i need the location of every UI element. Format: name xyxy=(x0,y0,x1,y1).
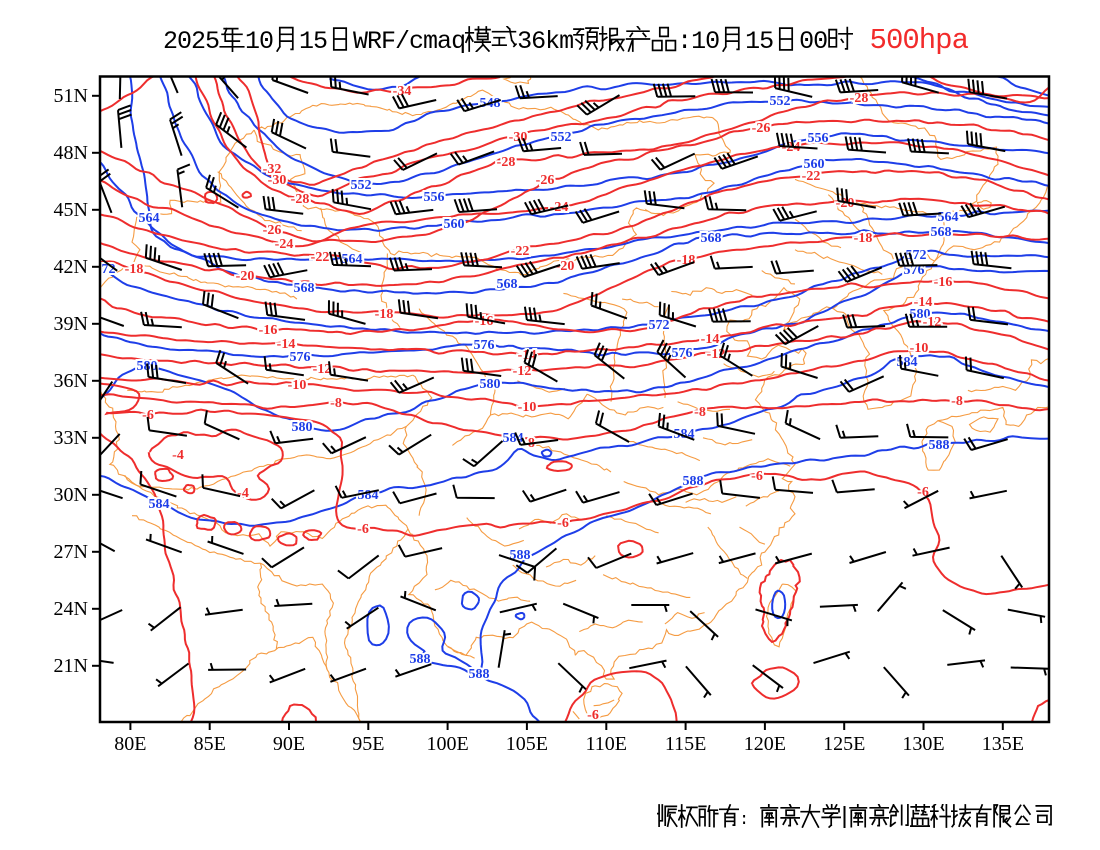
svg-text:51N: 51N xyxy=(54,85,88,107)
svg-text:584: 584 xyxy=(149,497,170,512)
svg-text:564: 564 xyxy=(139,211,160,226)
svg-text:115E: 115E xyxy=(665,733,706,755)
svg-text:580: 580 xyxy=(480,377,501,392)
svg-text:552: 552 xyxy=(770,94,791,109)
svg-text:552: 552 xyxy=(551,130,572,145)
svg-text:560: 560 xyxy=(804,157,825,172)
svg-text:-26: -26 xyxy=(536,173,555,188)
svg-text:588: 588 xyxy=(410,652,431,667)
svg-text:-6: -6 xyxy=(357,522,369,537)
svg-text:588: 588 xyxy=(683,474,704,489)
svg-text:-22: -22 xyxy=(311,250,330,265)
svg-text:24N: 24N xyxy=(54,598,88,620)
svg-text:-20: -20 xyxy=(836,196,855,211)
svg-text:30N: 30N xyxy=(54,484,88,506)
svg-text:-14: -14 xyxy=(701,332,720,347)
svg-text:-30: -30 xyxy=(268,173,287,188)
svg-text:21N: 21N xyxy=(54,655,88,677)
svg-text:576: 576 xyxy=(290,350,311,365)
svg-text:-18: -18 xyxy=(125,262,144,277)
svg-text:-6: -6 xyxy=(751,469,763,484)
svg-text:-26: -26 xyxy=(263,223,282,238)
svg-text:564: 564 xyxy=(938,210,959,225)
svg-text:556: 556 xyxy=(808,131,829,146)
svg-text:580: 580 xyxy=(910,307,931,322)
svg-text:95E: 95E xyxy=(352,733,384,755)
svg-text:-4: -4 xyxy=(172,448,184,463)
svg-text:-18: -18 xyxy=(375,307,394,322)
svg-text:-10: -10 xyxy=(518,400,537,415)
svg-text:-12: -12 xyxy=(513,364,532,379)
svg-text:-6: -6 xyxy=(557,516,569,531)
svg-text:552: 552 xyxy=(351,178,372,193)
svg-text:-4: -4 xyxy=(237,486,249,501)
svg-text:36N: 36N xyxy=(54,370,88,392)
svg-text:568: 568 xyxy=(497,277,518,292)
svg-text:42N: 42N xyxy=(54,256,88,278)
svg-text:-8: -8 xyxy=(694,405,706,420)
svg-text:-14: -14 xyxy=(914,295,933,310)
svg-text:-8: -8 xyxy=(330,396,342,411)
svg-text:572: 572 xyxy=(95,262,116,277)
svg-text:90E: 90E xyxy=(273,733,305,755)
svg-text:100E: 100E xyxy=(426,733,468,755)
svg-text:33N: 33N xyxy=(54,427,88,449)
svg-text:110E: 110E xyxy=(586,733,627,755)
svg-text:120E: 120E xyxy=(744,733,786,755)
svg-text:-12: -12 xyxy=(313,362,332,377)
svg-text:45N: 45N xyxy=(54,199,88,221)
svg-text:568: 568 xyxy=(931,225,952,240)
svg-text:588: 588 xyxy=(510,548,531,563)
svg-text:560: 560 xyxy=(444,217,465,232)
svg-text:135E: 135E xyxy=(982,733,1024,755)
svg-text:580: 580 xyxy=(292,420,313,435)
svg-text:588: 588 xyxy=(929,438,950,453)
svg-text:-32: -32 xyxy=(263,162,282,177)
svg-text:-8: -8 xyxy=(951,394,963,409)
svg-text:-6: -6 xyxy=(587,708,599,723)
svg-text:48N: 48N xyxy=(54,142,88,164)
svg-text:-18: -18 xyxy=(854,231,873,246)
svg-text:130E: 130E xyxy=(902,733,944,755)
svg-text:-34: -34 xyxy=(393,84,412,99)
svg-text:568: 568 xyxy=(294,281,315,296)
svg-text:556: 556 xyxy=(424,190,445,205)
svg-text:572: 572 xyxy=(649,318,670,333)
svg-text:-22: -22 xyxy=(802,169,821,184)
svg-text:-14: -14 xyxy=(277,337,296,352)
svg-text:-20: -20 xyxy=(556,259,575,274)
svg-text:-16: -16 xyxy=(259,323,278,338)
svg-text:-28: -28 xyxy=(497,155,516,170)
svg-text:125E: 125E xyxy=(823,733,865,755)
svg-text:-10: -10 xyxy=(288,378,307,393)
svg-text:39N: 39N xyxy=(54,313,88,335)
svg-text:-6: -6 xyxy=(142,408,154,423)
svg-text:27N: 27N xyxy=(54,541,88,563)
svg-text:-28: -28 xyxy=(850,91,869,106)
svg-text:588: 588 xyxy=(469,667,490,682)
svg-text:576: 576 xyxy=(474,338,495,353)
svg-text:576: 576 xyxy=(672,346,693,361)
svg-text:80E: 80E xyxy=(114,733,146,755)
svg-text:-26: -26 xyxy=(752,121,771,136)
svg-text:-16: -16 xyxy=(934,275,953,290)
svg-text:-22: -22 xyxy=(511,244,530,259)
svg-text:572: 572 xyxy=(906,248,927,263)
svg-text:105E: 105E xyxy=(506,733,548,755)
svg-text:-20: -20 xyxy=(236,269,255,284)
svg-text:-28: -28 xyxy=(291,192,310,207)
svg-text:-16: -16 xyxy=(475,314,494,329)
svg-text:-10: -10 xyxy=(910,341,929,356)
svg-text:85E: 85E xyxy=(194,733,226,755)
svg-text:568: 568 xyxy=(701,231,722,246)
svg-text:-24: -24 xyxy=(275,237,294,252)
